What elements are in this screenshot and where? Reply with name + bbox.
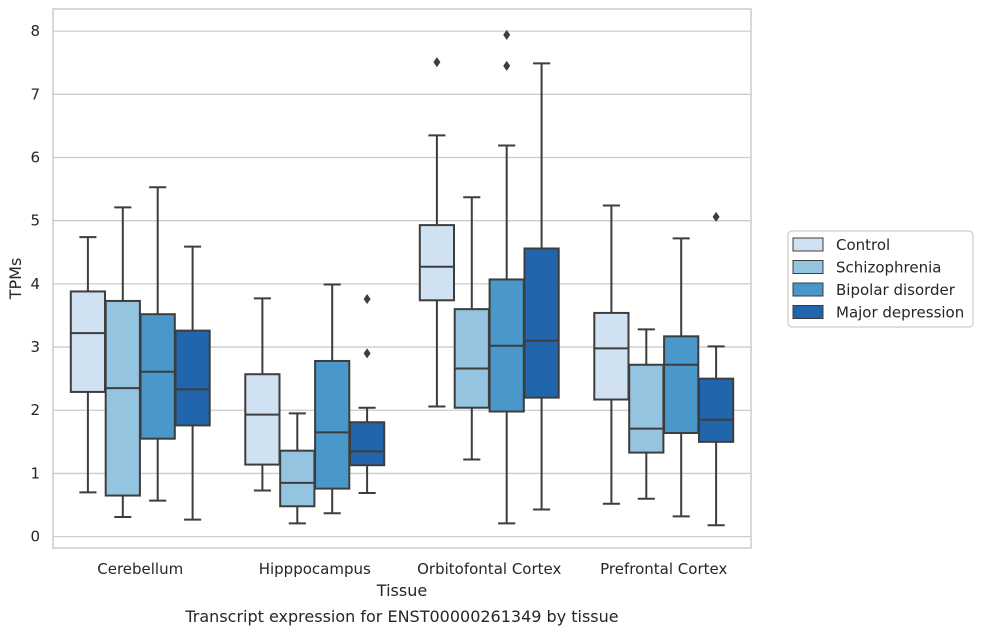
- outlier-point: [503, 60, 511, 71]
- x-tick-label: Hipppocampus: [259, 560, 371, 578]
- legend-swatch: [792, 260, 824, 274]
- legend: Control Schizophrenia Bipolar disorder Majo…: [787, 230, 974, 328]
- box-control: [244, 297, 281, 492]
- x-tick-label: Orbitofontal Cortex: [417, 560, 561, 578]
- y-tick-label: 7: [30, 85, 40, 103]
- box-schizophrenia: [453, 196, 490, 461]
- y-tick-label: 8: [30, 22, 40, 40]
- y-tick-label: 6: [30, 148, 40, 166]
- legend-swatch: [792, 282, 824, 297]
- outlier-point: [503, 29, 511, 40]
- box-schizophrenia: [104, 206, 141, 519]
- outlier-point: [363, 294, 371, 305]
- legend-swatch: [792, 305, 824, 319]
- y-axis-title: TPMs: [6, 258, 25, 301]
- box-iqr: [453, 308, 490, 409]
- y-tick-label: 1: [30, 464, 40, 482]
- box-control: [418, 57, 456, 408]
- box-bipolar-disorder: [663, 237, 700, 518]
- y-tick-label: 5: [30, 212, 40, 230]
- x-tick-label: Cerebellum: [97, 560, 183, 578]
- box-iqr: [523, 247, 560, 399]
- box-bipolar-disorder: [314, 283, 351, 515]
- box-major-depression: [697, 211, 735, 527]
- legend-label: Control: [836, 236, 890, 254]
- box-iqr: [244, 373, 281, 466]
- box-iqr: [104, 299, 141, 497]
- x-tick-labels: Cerebellum Hipppocampus Orbitofontal Corte…: [97, 560, 727, 578]
- box-bipolar-disorder: [139, 186, 176, 502]
- box-iqr: [314, 359, 351, 490]
- box-iqr: [418, 224, 456, 302]
- box-iqr: [697, 377, 735, 443]
- box-control: [69, 236, 107, 494]
- box-groups: [69, 29, 735, 527]
- box-control: [593, 204, 630, 505]
- outlier-point: [433, 57, 441, 68]
- box-iqr: [279, 449, 316, 508]
- legend-label: Schizophrenia: [836, 259, 941, 277]
- legend-swatch: [792, 237, 824, 252]
- plot-area-frame: [52, 8, 752, 549]
- legend-label: Major depression: [836, 304, 964, 322]
- y-tick-label: 3: [30, 338, 40, 356]
- outlier-point: [363, 348, 371, 359]
- box-major-depression: [174, 245, 211, 521]
- box-iqr: [174, 329, 211, 427]
- box-iqr: [628, 363, 665, 454]
- box-major-depression: [348, 294, 386, 495]
- box-iqr: [69, 290, 107, 393]
- y-tick-label: 4: [30, 275, 40, 293]
- box-bipolar-disorder: [488, 29, 525, 525]
- legend-label: Bipolar disorder: [836, 281, 956, 299]
- box-schizophrenia: [279, 412, 316, 525]
- y-tick-labels: 0 1 2 3 4 5 6 7 8: [30, 22, 40, 546]
- outlier-point: [712, 211, 720, 222]
- y-tick-label: 0: [30, 528, 40, 546]
- box-iqr: [139, 313, 176, 440]
- x-axis-title: Tissue: [376, 581, 427, 600]
- legend-frame: [787, 230, 974, 328]
- box-major-depression: [523, 62, 560, 511]
- box-iqr: [593, 311, 630, 401]
- box-iqr: [663, 335, 700, 434]
- chart-caption: Transcript expression for ENST0000026134…: [184, 607, 618, 626]
- y-tick-label: 2: [30, 401, 40, 419]
- box-iqr: [348, 421, 386, 467]
- x-tick-label: Prefrontal Cortex: [600, 560, 727, 578]
